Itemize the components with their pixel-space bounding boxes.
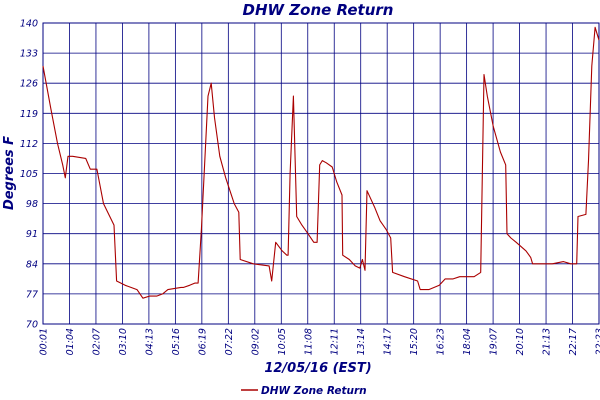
y-tick-label: 126 [20, 79, 38, 90]
y-tick-label: 77 [26, 289, 38, 300]
x-tick-label: 14:17 [383, 328, 394, 355]
x-tick-label: 06:19 [197, 328, 208, 355]
y-axis-label: Degrees F [2, 136, 17, 210]
x-tick-label: 20:10 [515, 328, 526, 355]
x-tick-label: 11:08 [303, 328, 314, 355]
x-axis-label: 12/05/16 (EST) [264, 361, 371, 376]
y-tick-label: 98 [26, 199, 38, 210]
y-axis: 70 77 84 91 98 105 112 119 126 133 140 [20, 19, 38, 331]
y-tick-label: 84 [26, 259, 38, 270]
y-tick-label: 112 [20, 139, 38, 150]
chart-title: DHW Zone Return [243, 1, 394, 19]
x-tick-label: 16:23 [436, 328, 447, 355]
x-axis: 00:01 01:04 02:07 03:10 04:13 05:16 06:19 07:22… [39, 328, 600, 355]
x-tick-label: 22:23 [595, 328, 600, 355]
x-tick-label: 04:13 [144, 328, 155, 355]
x-tick-label: 05:16 [171, 328, 182, 355]
legend-label: DHW Zone Return [261, 385, 367, 397]
x-tick-label: 12:11 [330, 328, 341, 355]
x-tick-label: 13:14 [356, 328, 367, 355]
x-tick-label: 18:04 [462, 328, 473, 355]
x-tick-label: 09:02 [250, 328, 261, 355]
y-tick-label: 70 [26, 320, 38, 331]
x-tick-label: 02:07 [91, 328, 102, 355]
x-tick-label: 22:17 [568, 328, 579, 355]
x-tick-label: 01:04 [65, 328, 76, 355]
y-tick-label: 105 [20, 169, 38, 180]
legend: DHW Zone Return [241, 385, 367, 397]
y-tick-label: 119 [20, 109, 38, 120]
y-tick-label: 133 [20, 49, 38, 60]
x-tick-label: 03:10 [118, 328, 129, 355]
series-line [42, 26, 600, 299]
x-tick-label: 00:01 [39, 328, 50, 355]
x-tick-label: 19:07 [489, 328, 500, 355]
y-tick-label: 91 [26, 229, 38, 240]
x-tick-label: 10:05 [277, 328, 288, 355]
grid-lines [43, 23, 599, 324]
x-tick-label: 15:20 [409, 328, 420, 355]
x-tick-label: 07:22 [224, 328, 235, 355]
y-tick-label: 140 [20, 19, 38, 30]
series-group [42, 26, 600, 299]
x-tick-label: 21:13 [542, 328, 553, 355]
